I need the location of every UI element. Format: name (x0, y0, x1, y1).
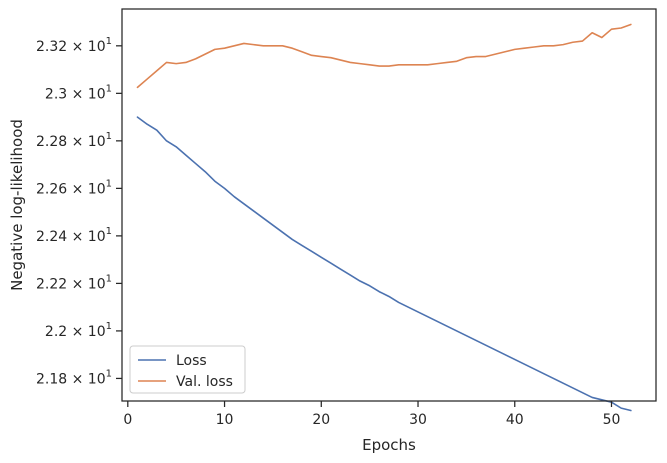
y-tick-label-1: 2.2 × 101 (45, 321, 112, 340)
x-tick-label-1: 10 (216, 412, 234, 428)
legend: Loss Val. loss (129, 345, 246, 394)
legend-entry-0: Loss (176, 353, 207, 369)
series-line-1 (136, 23, 632, 89)
legend-entry-1: Val. loss (176, 374, 233, 390)
y-tick-label-6: 2.3 × 101 (45, 83, 112, 102)
y-axis-ticks: 2.18 × 101 2.2 × 101 2.22 × 101 2.24 × 101 2… (36, 36, 122, 387)
axes-frame (121, 8, 657, 402)
plot-lines (136, 23, 632, 412)
x-axis-ticks: 0 10 20 30 40 50 (123, 401, 620, 428)
x-tick-label-4: 40 (506, 412, 524, 428)
y-tick-label-0: 2.18 × 101 (36, 368, 112, 387)
y-axis-label: Negative log-likelihood (8, 119, 26, 291)
y-tick-label-5: 2.28 × 101 (36, 131, 112, 150)
x-tick-label-2: 20 (312, 412, 330, 428)
y-tick-label-3: 2.24 × 101 (36, 226, 112, 245)
x-tick-label-3: 30 (409, 412, 427, 428)
y-tick-label-2: 2.22 × 101 (36, 273, 112, 292)
y-tick-label-7: 2.32 × 101 (36, 36, 112, 55)
x-tick-label-0: 0 (123, 412, 132, 428)
x-axis-label: Epochs (362, 436, 416, 454)
x-tick-label-5: 50 (603, 412, 621, 428)
y-tick-label-4: 2.26 × 101 (36, 178, 112, 197)
series-line-0 (136, 116, 632, 412)
